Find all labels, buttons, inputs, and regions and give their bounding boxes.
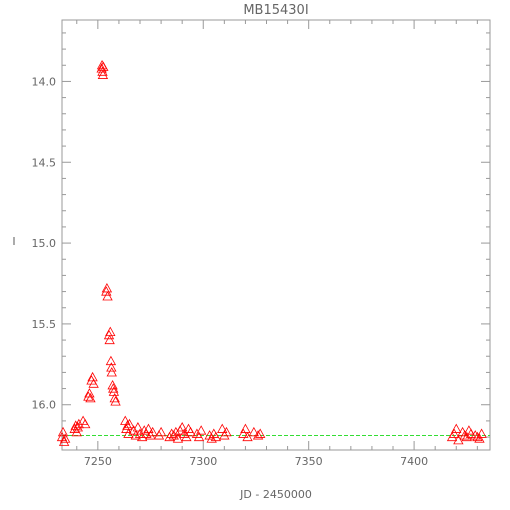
data-point [109,392,120,403]
data-point [123,428,134,438]
data-point [85,392,96,403]
x-tick-label: 7350 [295,455,323,468]
data-point [193,431,205,442]
x-tick-label: 7300 [189,455,217,468]
x-tick-label: 7250 [84,455,112,468]
chart-title: MB15430I [243,3,308,18]
data-point [106,362,117,372]
data-point [103,329,115,340]
data-point [206,433,217,443]
data-point [238,428,249,438]
data-point [110,396,121,406]
data-point [80,418,91,429]
data-point [136,431,148,442]
data-point [141,428,152,438]
data-point [181,431,192,442]
data-point [101,283,113,293]
data-point [97,69,109,79]
data-points [56,59,487,446]
data-point [474,433,485,443]
y-tick-label: 14.0 [32,75,57,88]
data-point [453,434,464,445]
data-point [252,430,264,440]
data-point [105,355,117,366]
x-tick-labels: 7250 7300 7350 7400 [84,455,428,468]
data-point [210,431,222,442]
data-point [195,425,207,435]
data-point [448,428,460,438]
data-point [461,431,472,442]
data-point [124,418,135,429]
data-point [147,426,158,437]
y-axis-label: I [12,235,15,248]
data-point [185,426,196,437]
data-point [122,420,133,430]
data-point [143,423,154,433]
data-point [83,391,94,401]
data-point [97,66,108,76]
data-point [170,426,182,437]
data-point [451,423,462,433]
data-point [72,422,83,432]
data-point [255,428,266,438]
data-point [172,433,184,443]
data-point [71,426,82,437]
data-point [155,426,167,437]
data-point [104,334,115,345]
data-point [217,423,228,433]
y-tick-label: 15.5 [32,318,57,331]
data-point [176,422,188,432]
data-point [59,433,71,443]
data-point [459,430,470,440]
data-point [73,418,85,429]
data-point [470,430,481,440]
axis-ticks [62,20,490,450]
data-point [240,423,251,433]
y-tick-labels: 14.0 14.5 15.0 15.5 16.0 [32,75,57,411]
plot-frame [61,19,491,451]
data-point [248,426,260,437]
y-tick-label: 15.0 [32,237,57,250]
data-point [472,431,483,442]
data-point [58,436,70,446]
data-point [102,291,113,301]
data-point [57,426,69,437]
data-point [476,428,487,438]
y-tick-label: 14.5 [32,156,57,169]
data-point [132,422,144,432]
data-point [108,383,119,393]
data-point [221,426,232,437]
data-point [98,61,109,71]
x-tick-label: 7400 [400,455,428,468]
data-point [88,378,99,388]
data-point [465,428,477,438]
data-point [130,430,141,440]
data-point [105,326,116,336]
data-point [101,286,112,296]
data-point [242,431,253,442]
data-point [84,388,95,398]
x-axis-label: JD - 2450000 [239,488,312,501]
data-point [166,428,177,438]
y-tick-label: 16.0 [32,399,57,412]
data-point [106,367,117,377]
